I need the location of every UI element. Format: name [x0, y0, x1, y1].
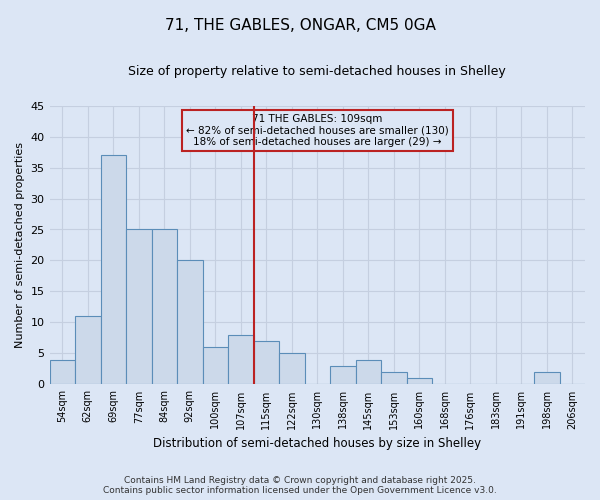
- Bar: [254, 341, 279, 384]
- Bar: [177, 260, 203, 384]
- Y-axis label: Number of semi-detached properties: Number of semi-detached properties: [15, 142, 25, 348]
- X-axis label: Distribution of semi-detached houses by size in Shelley: Distribution of semi-detached houses by …: [153, 437, 481, 450]
- Bar: [356, 360, 381, 384]
- Bar: [203, 347, 228, 385]
- Bar: [407, 378, 432, 384]
- Text: 71 THE GABLES: 109sqm
← 82% of semi-detached houses are smaller (130)
18% of sem: 71 THE GABLES: 109sqm ← 82% of semi-deta…: [186, 114, 449, 147]
- Bar: [534, 372, 560, 384]
- Bar: [381, 372, 407, 384]
- Bar: [330, 366, 356, 384]
- Bar: [228, 335, 254, 384]
- Bar: [126, 230, 152, 384]
- Bar: [152, 230, 177, 384]
- Text: Contains HM Land Registry data © Crown copyright and database right 2025.
Contai: Contains HM Land Registry data © Crown c…: [103, 476, 497, 495]
- Bar: [101, 155, 126, 384]
- Bar: [279, 354, 305, 384]
- Title: Size of property relative to semi-detached houses in Shelley: Size of property relative to semi-detach…: [128, 65, 506, 78]
- Bar: [75, 316, 101, 384]
- Text: 71, THE GABLES, ONGAR, CM5 0GA: 71, THE GABLES, ONGAR, CM5 0GA: [164, 18, 436, 32]
- Bar: [50, 360, 75, 384]
